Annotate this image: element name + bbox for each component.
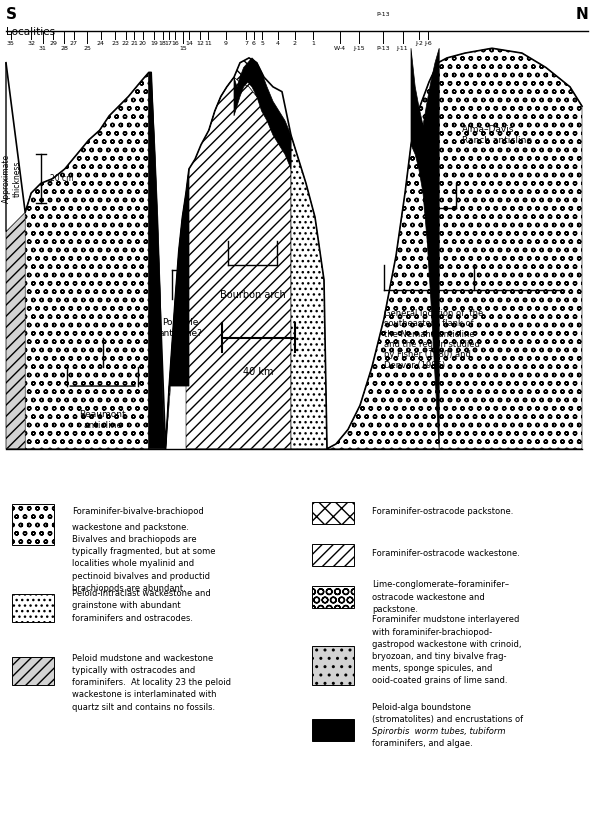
Text: quartz silt and contains no fossils.: quartz silt and contains no fossils. bbox=[72, 703, 215, 711]
Bar bbox=[312, 503, 354, 524]
Text: (stromatolites) and encrustations of: (stromatolites) and encrustations of bbox=[372, 715, 523, 724]
Text: 22: 22 bbox=[122, 41, 130, 46]
Bar bbox=[312, 586, 354, 608]
Polygon shape bbox=[25, 72, 149, 448]
Text: ostracode wackestone and: ostracode wackestone and bbox=[372, 592, 485, 602]
Polygon shape bbox=[166, 169, 189, 448]
Text: Bivalves and brachiopods are: Bivalves and brachiopods are bbox=[72, 535, 197, 544]
Text: 15: 15 bbox=[179, 46, 187, 51]
Text: brachiopods are abundant.: brachiopods are abundant. bbox=[72, 584, 186, 593]
Text: typically with ostracodes and: typically with ostracodes and bbox=[72, 666, 195, 675]
Text: foraminifers, and algae.: foraminifers, and algae. bbox=[372, 740, 473, 749]
Text: gastropod wackestone with crinoid,: gastropod wackestone with crinoid, bbox=[372, 640, 521, 649]
Polygon shape bbox=[209, 58, 264, 131]
Text: Peloid mudstone and wackestone: Peloid mudstone and wackestone bbox=[72, 654, 213, 663]
Text: 19: 19 bbox=[150, 41, 158, 46]
Text: N: N bbox=[575, 7, 588, 22]
Text: General location of  the
southeastern flank of
the Nemaha anticline
and the regi: General location of the southeastern fla… bbox=[384, 309, 483, 370]
Bar bbox=[312, 719, 354, 741]
Polygon shape bbox=[166, 193, 186, 448]
Text: Lime-conglomerate–foraminifer–: Lime-conglomerate–foraminifer– bbox=[372, 581, 509, 589]
Polygon shape bbox=[234, 58, 291, 169]
Text: P-13: P-13 bbox=[376, 12, 389, 17]
Polygon shape bbox=[6, 62, 31, 448]
Text: S: S bbox=[6, 7, 17, 22]
Text: J-2: J-2 bbox=[415, 41, 424, 46]
Text: 40 km: 40 km bbox=[244, 367, 274, 377]
Text: 24: 24 bbox=[97, 41, 105, 46]
Text: Peloid-alga boundstone: Peloid-alga boundstone bbox=[372, 703, 471, 711]
Text: 31: 31 bbox=[38, 46, 47, 51]
Text: Beaumont
anticline: Beaumont anticline bbox=[79, 410, 126, 429]
Text: 20: 20 bbox=[139, 41, 147, 46]
Polygon shape bbox=[186, 77, 291, 448]
Text: with foraminifer-brachiopod-: with foraminifer-brachiopod- bbox=[372, 627, 492, 636]
Text: foraminifers.  At locality 23 the peloid: foraminifers. At locality 23 the peloid bbox=[72, 678, 231, 687]
Text: J-6: J-6 bbox=[424, 41, 431, 46]
Text: grainstone with abundant: grainstone with abundant bbox=[72, 602, 181, 611]
Text: wackestone and packstone.: wackestone and packstone. bbox=[72, 522, 189, 532]
Text: Foraminifer-bivalve-brachiopod: Foraminifer-bivalve-brachiopod bbox=[72, 507, 204, 516]
Text: ments, sponge spicules, and: ments, sponge spicules, and bbox=[372, 664, 493, 673]
Text: 7: 7 bbox=[244, 41, 248, 46]
Text: 2: 2 bbox=[293, 41, 296, 46]
Bar bbox=[12, 657, 54, 686]
Text: 12: 12 bbox=[196, 41, 205, 46]
Text: pectinoid bivalves and productid: pectinoid bivalves and productid bbox=[72, 572, 210, 581]
Bar bbox=[12, 503, 54, 546]
Text: 35: 35 bbox=[7, 41, 15, 46]
Text: P-13: P-13 bbox=[376, 46, 389, 51]
Bar bbox=[312, 646, 354, 686]
Text: 18: 18 bbox=[159, 41, 166, 46]
Text: Localities: Localities bbox=[6, 27, 55, 37]
Text: localities whole myalinid and: localities whole myalinid and bbox=[72, 559, 194, 568]
Bar bbox=[12, 594, 54, 622]
Text: packstone.: packstone. bbox=[372, 605, 418, 614]
Text: 17: 17 bbox=[164, 41, 173, 46]
Text: 32: 32 bbox=[27, 41, 35, 46]
Text: foraminifers and ostracodes.: foraminifers and ostracodes. bbox=[72, 614, 193, 622]
Text: 6: 6 bbox=[252, 41, 256, 46]
Text: 20 cm: 20 cm bbox=[50, 174, 73, 183]
Text: Spirorbis  worm tubes, tubiform: Spirorbis worm tubes, tubiform bbox=[372, 727, 505, 736]
Text: J-15: J-15 bbox=[353, 46, 365, 51]
Text: 1: 1 bbox=[311, 41, 315, 46]
Text: 28: 28 bbox=[60, 46, 68, 51]
Text: Alma–Davis
Ranch anticline: Alma–Davis Ranch anticline bbox=[462, 126, 532, 145]
Text: 29: 29 bbox=[49, 41, 58, 46]
Text: Foraminifer-ostracode wackestone.: Foraminifer-ostracode wackestone. bbox=[372, 549, 520, 558]
Polygon shape bbox=[411, 48, 439, 448]
Text: 4: 4 bbox=[276, 41, 280, 46]
Text: 11: 11 bbox=[205, 41, 212, 46]
Bar bbox=[312, 544, 354, 567]
Text: Approximate
thickness: Approximate thickness bbox=[2, 154, 22, 203]
Text: 25: 25 bbox=[83, 46, 91, 51]
Text: Bourbon arch: Bourbon arch bbox=[220, 290, 286, 300]
Text: Foraminifer-ostracode packstone.: Foraminifer-ostracode packstone. bbox=[372, 507, 514, 516]
Text: 14: 14 bbox=[185, 41, 193, 46]
Text: ooid-coated grains of lime sand.: ooid-coated grains of lime sand. bbox=[372, 676, 508, 686]
Polygon shape bbox=[327, 48, 582, 448]
Text: W-4: W-4 bbox=[334, 46, 346, 51]
Text: 23: 23 bbox=[111, 41, 119, 46]
Text: Foraminifer mudstone interlayered: Foraminifer mudstone interlayered bbox=[372, 616, 520, 624]
Polygon shape bbox=[291, 135, 327, 448]
Text: J-11: J-11 bbox=[397, 46, 409, 51]
Text: 27: 27 bbox=[70, 41, 78, 46]
Text: Possible
anticline?: Possible anticline? bbox=[158, 319, 202, 338]
Text: bryozoan, and tiny bivalve frag-: bryozoan, and tiny bivalve frag- bbox=[372, 652, 506, 661]
Text: 5: 5 bbox=[260, 41, 264, 46]
Text: 16: 16 bbox=[172, 41, 179, 46]
Text: typically fragmented, but at some: typically fragmented, but at some bbox=[72, 547, 215, 557]
Polygon shape bbox=[149, 72, 166, 448]
Text: 9: 9 bbox=[224, 41, 227, 46]
Text: Peloid-intraclast wackestone and: Peloid-intraclast wackestone and bbox=[72, 589, 211, 598]
Text: 21: 21 bbox=[130, 41, 139, 46]
Text: wackestone is interlaminated with: wackestone is interlaminated with bbox=[72, 691, 217, 700]
